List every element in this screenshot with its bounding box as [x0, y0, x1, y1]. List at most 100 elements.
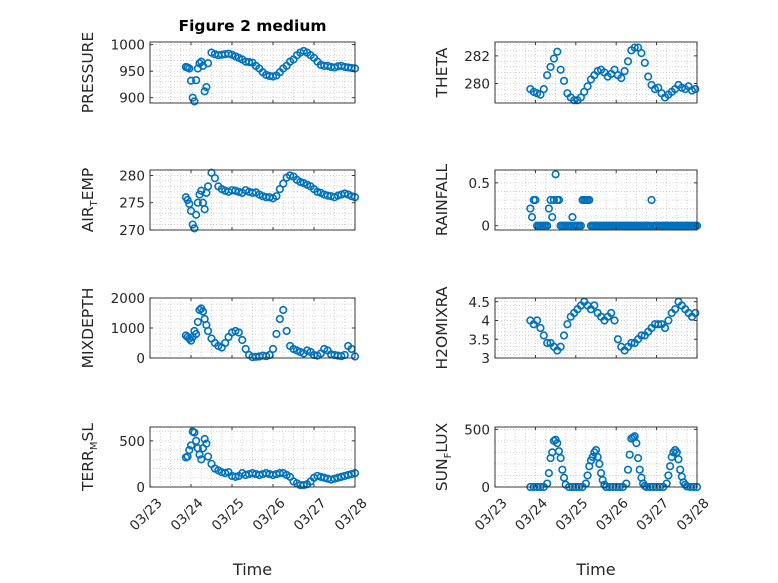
x-tick-label: 03/23	[127, 495, 166, 534]
data-point	[660, 323, 670, 333]
data-point	[186, 206, 196, 216]
data-point	[279, 179, 288, 188]
data-point	[186, 441, 196, 450]
data-point	[548, 213, 557, 222]
y-axis-label: AIRTEMP	[79, 168, 100, 233]
data-point	[623, 465, 633, 474]
y-tick-label: 950	[119, 64, 145, 80]
y-axis-label-subscript: M	[89, 442, 100, 451]
data-point	[275, 314, 284, 324]
data-point	[676, 465, 685, 474]
data-point	[556, 65, 565, 74]
y-tick-label: 1000	[111, 38, 145, 54]
data-point	[192, 210, 201, 219]
x-tick-label: 03/24	[512, 495, 551, 534]
y-axis-label-main: AIR	[79, 206, 97, 232]
data-point	[526, 204, 535, 213]
y-tick-label: 3	[481, 351, 490, 367]
x-tick-label: 03/26	[250, 495, 289, 534]
y-axis-label-main: THETA	[433, 47, 451, 98]
data-point	[570, 96, 579, 105]
y-axis-label-subscript: F	[443, 452, 454, 458]
x-axis-label: Time	[575, 560, 615, 579]
data-point	[198, 307, 208, 316]
data-point	[556, 454, 565, 463]
data-point	[559, 331, 569, 340]
subplot-sun: 0 500 03/23 03/24 03/25 03/26 03/27 03/28 SUNFLU…	[433, 422, 713, 579]
data-point	[644, 72, 653, 81]
data-point	[195, 450, 204, 459]
data-point	[632, 439, 641, 448]
data-point	[192, 436, 201, 445]
data-point	[192, 329, 201, 339]
data-point	[556, 342, 565, 351]
data-point	[551, 170, 560, 179]
x-tick-label: 03/27	[633, 495, 672, 534]
y-tick-label: 280	[464, 77, 490, 93]
data-point	[536, 323, 545, 333]
data-point	[583, 82, 592, 91]
data-point	[531, 195, 540, 205]
data-point	[185, 64, 194, 73]
data-point	[544, 204, 553, 213]
data-point	[554, 195, 564, 205]
y-tick-label: 2000	[111, 291, 145, 307]
y-tick-label: 0.5	[469, 176, 490, 192]
subplot-pressure: 900 950 1000 PRESSURE Figure 2 medium	[79, 17, 360, 113]
axes-box	[494, 41, 698, 104]
data-point	[627, 338, 636, 348]
axes-box	[494, 426, 698, 488]
data-point	[671, 305, 680, 314]
y-axis-label-subscript: T	[89, 199, 100, 207]
data-point	[607, 308, 616, 318]
data-point	[559, 76, 569, 85]
data-point	[200, 434, 209, 444]
data-point	[647, 195, 656, 205]
y-axis-label: RAINFALL	[433, 163, 451, 236]
data-point	[210, 174, 220, 183]
x-tick-label: 03/28	[674, 495, 713, 534]
data-point	[203, 182, 213, 191]
data-point	[527, 213, 537, 222]
data-point	[623, 57, 633, 66]
data-point	[691, 308, 700, 318]
y-tick-label: 275	[119, 196, 145, 212]
axes-box	[494, 297, 698, 359]
data-point	[664, 316, 673, 325]
data-point	[221, 338, 230, 348]
data-point	[183, 195, 192, 205]
data-point	[598, 475, 607, 485]
y-tick-label: 4	[481, 314, 490, 330]
y-axis-label-main: RAINFALL	[433, 163, 451, 236]
x-tick-label: 03/24	[168, 495, 207, 534]
data-series	[181, 46, 360, 106]
data-point	[188, 220, 197, 229]
y-axis-label-main: SUN	[433, 458, 451, 491]
data-point	[197, 455, 206, 464]
data-point	[221, 469, 230, 478]
y-tick-label: 500	[464, 422, 490, 438]
data-point	[635, 465, 644, 474]
y-axis-label-main: H2OMIXRA	[433, 286, 451, 369]
data-point	[200, 87, 209, 96]
data-series	[526, 170, 702, 230]
subplot-air: 270 275 280 AIRTEMP	[79, 168, 360, 239]
data-point	[610, 316, 619, 325]
y-tick-label: 280	[119, 168, 145, 184]
data-point	[640, 58, 649, 67]
axes-box	[149, 169, 356, 231]
data-point	[590, 301, 599, 310]
data-series	[181, 304, 360, 362]
data-point	[585, 195, 594, 205]
minor-grid	[494, 42, 698, 103]
y-tick-label: 0	[136, 351, 145, 367]
y-axis-label-tail: SL	[79, 423, 97, 442]
data-point	[193, 317, 202, 327]
data-point	[665, 462, 675, 471]
minor-grid	[149, 42, 356, 104]
data-point	[553, 439, 562, 448]
y-axis-label: H2OMIXRA	[433, 286, 451, 369]
data-point	[202, 82, 211, 92]
data-series	[181, 427, 360, 490]
